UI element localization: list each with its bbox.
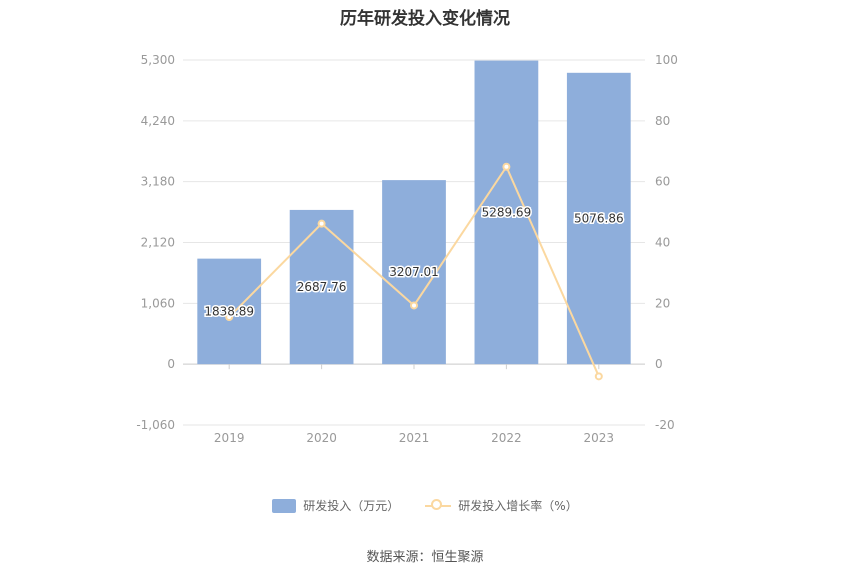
legend-bar-swatch (272, 498, 297, 513)
data-source: 数据来源：恒生聚源 (366, 550, 484, 565)
bar (197, 258, 262, 365)
x-tick-label: 2021 (399, 431, 430, 445)
legend-line-swatch (425, 498, 452, 513)
y-left-tick-label: 3,180 (141, 175, 175, 189)
legend-line-label: 研发投入增长率（%） (458, 499, 578, 513)
bar-data-label: 3207.01 (389, 265, 439, 279)
y-left-tick-label: 4,240 (141, 114, 175, 128)
x-tick-label: 2023 (584, 431, 615, 445)
y-left-tick-label: 1,060 (141, 296, 175, 310)
legend-item-line[interactable]: 研发投入增长率（%） (425, 497, 578, 514)
x-tick-label: 2022 (491, 431, 522, 445)
line-point (225, 313, 234, 322)
y-left-tick-label: -1,060 (136, 418, 175, 432)
bar-data-label: 2687.76 (297, 280, 347, 294)
bar (289, 209, 354, 365)
bar-data-label: 1838.89 (204, 304, 254, 318)
bar-data-label: 5076.86 (574, 211, 624, 225)
line-point (410, 301, 418, 310)
legend-bar-label: 研发投入（万元） (303, 499, 400, 513)
chart-title: 历年研发投入变化情况 (340, 9, 510, 29)
bar (566, 72, 631, 365)
y-left-tick-label: 0 (167, 357, 175, 371)
y-left-tick-label: 2,120 (141, 236, 175, 250)
bar-data-label: 5289.69 (482, 205, 532, 219)
y-right-tick-label: 80 (655, 114, 670, 128)
x-tick-label: 2020 (306, 431, 337, 445)
y-right-tick-label: 20 (655, 296, 670, 310)
line-point (594, 372, 603, 381)
legend: 研发投入（万元） 研发投入增长率（%） (0, 497, 850, 514)
y-right-tick-label: 60 (655, 175, 670, 189)
line-point (502, 162, 511, 171)
line-point (317, 219, 326, 228)
y-right-tick-label: 40 (655, 236, 670, 250)
y-right-tick-label: -20 (655, 418, 675, 432)
y-left-tick-label: 5,300 (141, 53, 175, 67)
x-tick-label: 2019 (214, 431, 245, 445)
bar (474, 60, 539, 365)
y-right-tick-label: 0 (655, 357, 663, 371)
y-right-tick-label: 100 (655, 53, 678, 67)
legend-item-bar[interactable]: 研发投入（万元） (272, 497, 399, 514)
